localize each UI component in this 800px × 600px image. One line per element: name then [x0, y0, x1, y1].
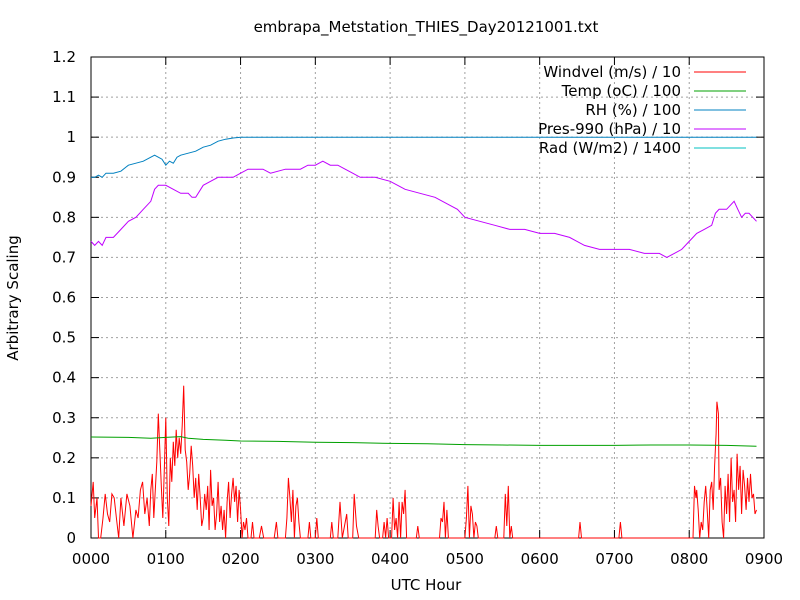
legend-label-rad-w-m2-1400: Rad (W/m2) / 1400	[539, 139, 681, 157]
x-tick-label: 0500	[446, 550, 484, 568]
series-line-pres-990-hpa-10	[90, 160, 757, 258]
y-tick-label: 0.7	[52, 248, 76, 266]
x-tick-labels: 0000 0100 0200 0300 0400 0500 0600 0700 0800 0900	[72, 550, 783, 568]
y-tick-label: 0.5	[52, 329, 76, 347]
y-tick-label: 0	[66, 529, 76, 547]
x-tick-label: 0800	[670, 550, 708, 568]
y-tick-label: 1.1	[52, 88, 76, 106]
x-tick-label: 0000	[72, 550, 110, 568]
legend-label-temp-oc-100: Temp (oC) / 100	[561, 82, 681, 100]
legend-label-pres-990-hpa-10: Pres-990 (hPa) / 10	[538, 120, 681, 138]
axis-ticks	[90, 56, 765, 539]
y-tick-label: 0.4	[52, 369, 76, 387]
series-line-rh-100	[91, 136, 757, 178]
y-tick-label: 0.8	[52, 208, 76, 226]
x-tick-label: 0100	[147, 550, 185, 568]
y-tick-label: 0.2	[52, 449, 76, 467]
x-tick-label: 0700	[595, 550, 633, 568]
y-tick-labels: 0 0.1 0.2 0.3 0.4 0.5 0.6 0.7 0.8 0.9 1 1.1 1.2	[52, 48, 76, 547]
y-tick-label: 1.2	[52, 48, 76, 66]
chart-title: embrapa_Metstation_THIES_Day20121001.txt	[254, 18, 599, 37]
y-tick-label: 0.1	[52, 489, 76, 507]
series-line-temp-oc-100	[90, 436, 757, 447]
x-tick-label: 0200	[221, 550, 259, 568]
y-tick-label: 0.9	[52, 168, 76, 186]
series-lines	[90, 136, 757, 539]
y-tick-label: 0.6	[52, 289, 76, 307]
x-tick-label: 0300	[296, 550, 334, 568]
x-tick-label: 0900	[745, 550, 783, 568]
legend-label-rh-100: RH (%) / 100	[585, 101, 681, 119]
y-axis-label: Arbitrary Scaling	[4, 235, 22, 361]
x-tick-label: 0400	[371, 550, 409, 568]
x-tick-label: 0600	[521, 550, 559, 568]
legend-label-windvel-m-s-10: Windvel (m/s) / 10	[543, 63, 681, 81]
y-tick-label: 1	[66, 128, 76, 146]
y-tick-label: 0.3	[52, 409, 76, 427]
x-axis-label: UTC Hour	[391, 576, 462, 594]
series-line-windvel-m-s-10	[90, 385, 757, 539]
